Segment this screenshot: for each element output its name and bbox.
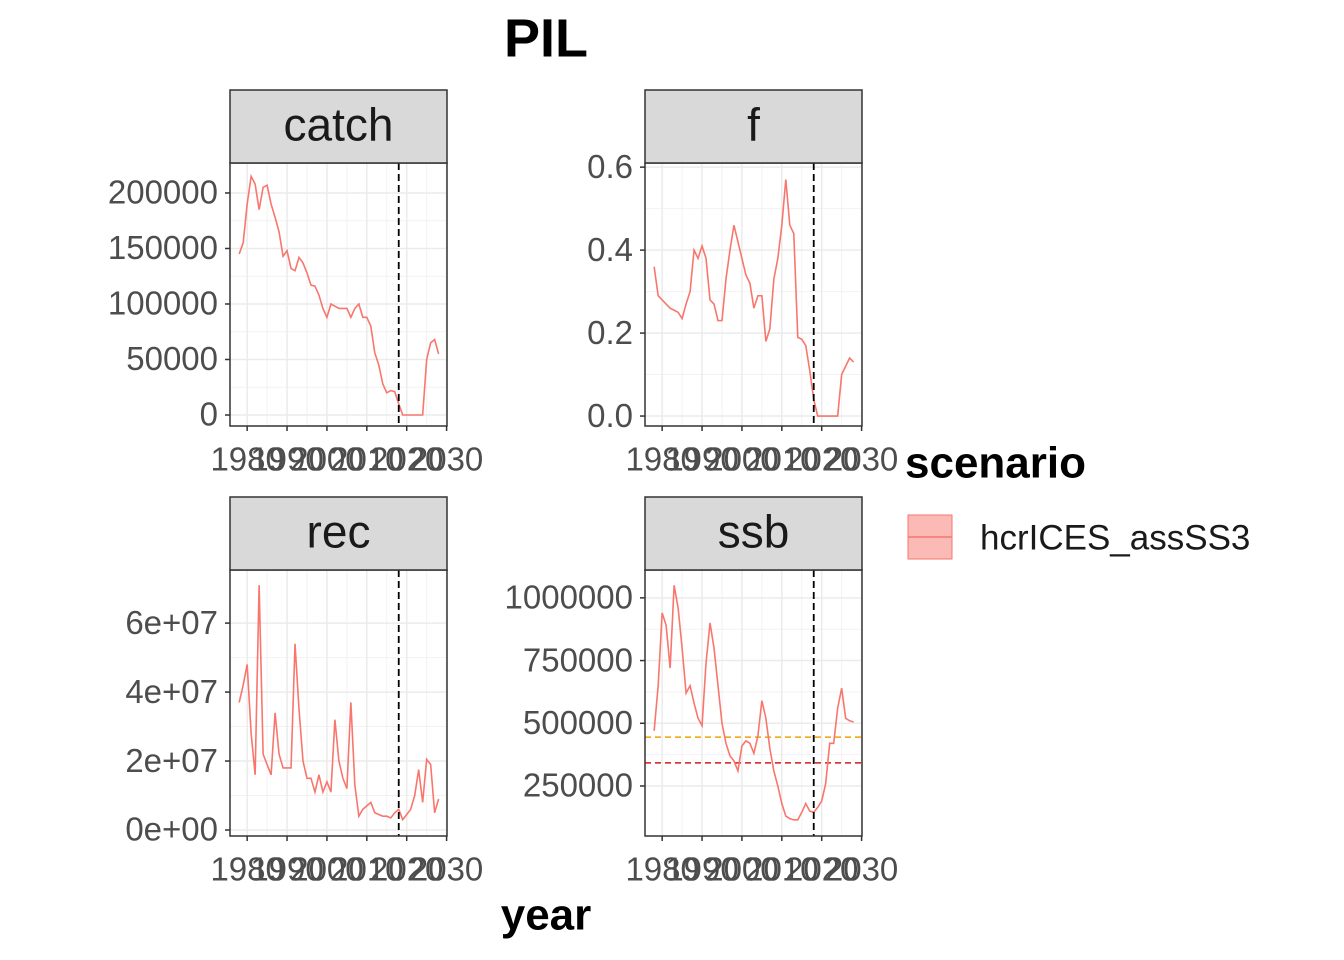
strip <box>644 89 863 164</box>
legend-label: hcrICES_assSS3 <box>980 518 1250 557</box>
y-tick-label: 1000000 <box>505 579 633 616</box>
y-tick-label: 200000 <box>108 174 218 211</box>
y-tick-label: 150000 <box>108 229 218 266</box>
x-tick-label: 2020 <box>785 441 858 478</box>
x-axis-title: year <box>501 891 592 940</box>
x-tick-label: 2010 <box>330 441 403 478</box>
series-line <box>238 173 440 416</box>
y-tick-label: 0.2 <box>587 314 633 351</box>
x-tick-label: 1990 <box>250 851 323 888</box>
panel-background <box>645 163 862 426</box>
x-tick-label: 1990 <box>250 441 323 478</box>
x-tick-label: 2010 <box>745 441 818 478</box>
x-tick-label: 2020 <box>370 851 443 888</box>
panel-background <box>230 163 447 426</box>
legend-title: scenario <box>905 439 1086 488</box>
y-tick-label: 6e+07 <box>125 604 218 641</box>
legend-key <box>907 514 953 560</box>
y-tick-label: 0.6 <box>587 148 633 185</box>
y-tick-label: 100000 <box>108 285 218 322</box>
strip-label: f <box>747 99 760 151</box>
x-tick-label: 1980 <box>625 851 698 888</box>
strip <box>644 496 863 571</box>
panel-background <box>645 570 862 836</box>
y-tick-label: 250000 <box>523 767 633 804</box>
x-tick-label: 2010 <box>745 851 818 888</box>
x-tick-label: 2000 <box>290 441 363 478</box>
strip <box>229 89 448 164</box>
series-line <box>653 585 854 821</box>
y-tick-label: 0.0 <box>587 397 633 434</box>
x-tick-label: 1980 <box>625 441 698 478</box>
y-tick-label: 500000 <box>523 704 633 741</box>
y-tick-label: 0.4 <box>587 231 633 268</box>
y-tick-label: 0 <box>200 396 218 433</box>
x-tick-label: 1980 <box>210 851 283 888</box>
x-tick-label: 2030 <box>410 441 483 478</box>
x-tick-label: 2010 <box>330 851 403 888</box>
x-tick-label: 1990 <box>665 851 738 888</box>
chart-title: PIL <box>504 8 588 68</box>
x-tick-label: 2030 <box>825 851 898 888</box>
series-line <box>238 585 440 822</box>
x-tick-label: 2020 <box>785 851 858 888</box>
strip-label: rec <box>307 506 371 558</box>
strip-label: ssb <box>718 506 790 558</box>
y-tick-label: 750000 <box>523 641 633 678</box>
x-tick-label: 1990 <box>665 441 738 478</box>
y-tick-label: 50000 <box>126 340 218 377</box>
y-tick-label: 4e+07 <box>125 673 218 710</box>
x-tick-label: 2000 <box>705 851 778 888</box>
x-tick-label: 2000 <box>290 851 363 888</box>
x-tick-label: 1980 <box>210 441 283 478</box>
x-tick-label: 2030 <box>825 441 898 478</box>
y-tick-label: 0e+00 <box>125 811 218 848</box>
x-tick-label: 2030 <box>410 851 483 888</box>
series-line <box>653 179 855 417</box>
strip <box>229 496 448 571</box>
panel-background <box>230 570 447 836</box>
x-tick-label: 2000 <box>705 441 778 478</box>
y-tick-label: 2e+07 <box>125 742 218 779</box>
x-tick-label: 2020 <box>370 441 443 478</box>
strip-label: catch <box>284 99 394 151</box>
